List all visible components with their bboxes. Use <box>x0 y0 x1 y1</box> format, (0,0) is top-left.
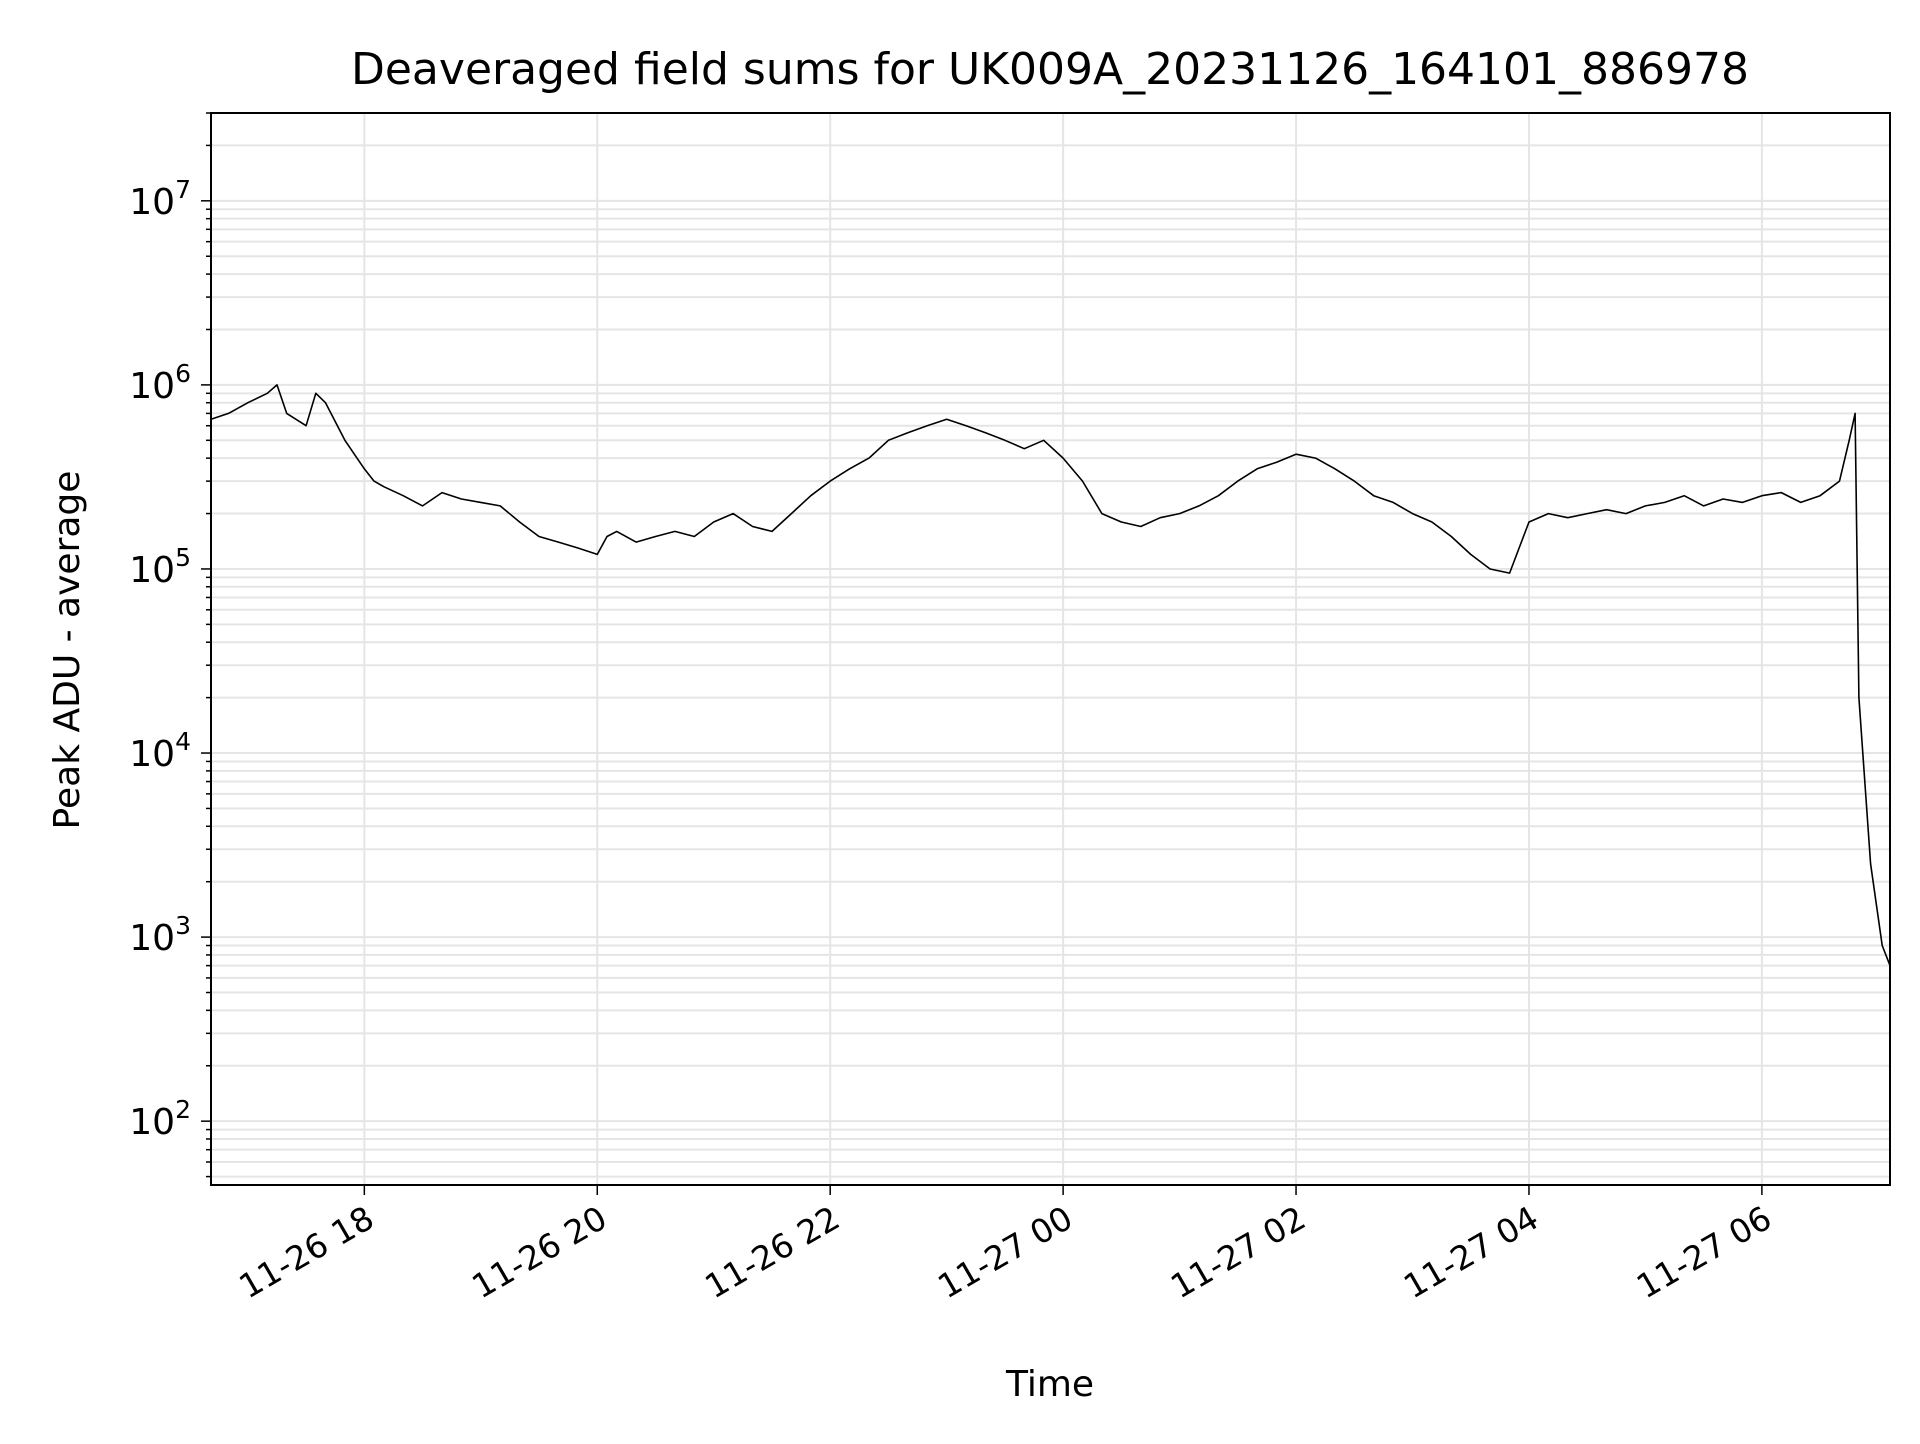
x-tick-label: 11-27 02 <box>1164 1198 1312 1306</box>
x-tick-label: 11-27 04 <box>1397 1198 1545 1306</box>
x-tick-label: 11-27 06 <box>1630 1198 1778 1306</box>
y-tick-label: 107 <box>129 175 191 223</box>
series-line-0 <box>210 384 1891 966</box>
grid-layer <box>211 112 1890 1185</box>
x-tick-label: 11-26 22 <box>698 1198 846 1306</box>
y-tick-label: 102 <box>129 1095 191 1143</box>
y-tick-label: 104 <box>129 727 191 775</box>
x-tick-label: 11-26 20 <box>465 1198 613 1306</box>
x-axis-label: Time <box>1005 1364 1094 1405</box>
chart-title: Deaveraged field sums for UK009A_2023112… <box>351 44 1749 95</box>
plot-frame <box>210 112 1891 1186</box>
x-axis: 11-26 18 11-26 20 11-26 22 11-27 00 11-27 02… <box>232 1185 1778 1306</box>
y-tick-label: 105 <box>129 543 191 591</box>
y-axis-label: Peak ADU - average <box>47 471 88 830</box>
series-layer <box>210 384 1891 966</box>
y-tick-label: 103 <box>129 911 191 959</box>
y-axis: 102 103 104 105 106 107 <box>129 112 211 1178</box>
x-tick-label: 11-26 18 <box>232 1198 380 1306</box>
x-tick-label: 11-27 00 <box>931 1198 1079 1306</box>
y-tick-label: 106 <box>129 359 191 407</box>
